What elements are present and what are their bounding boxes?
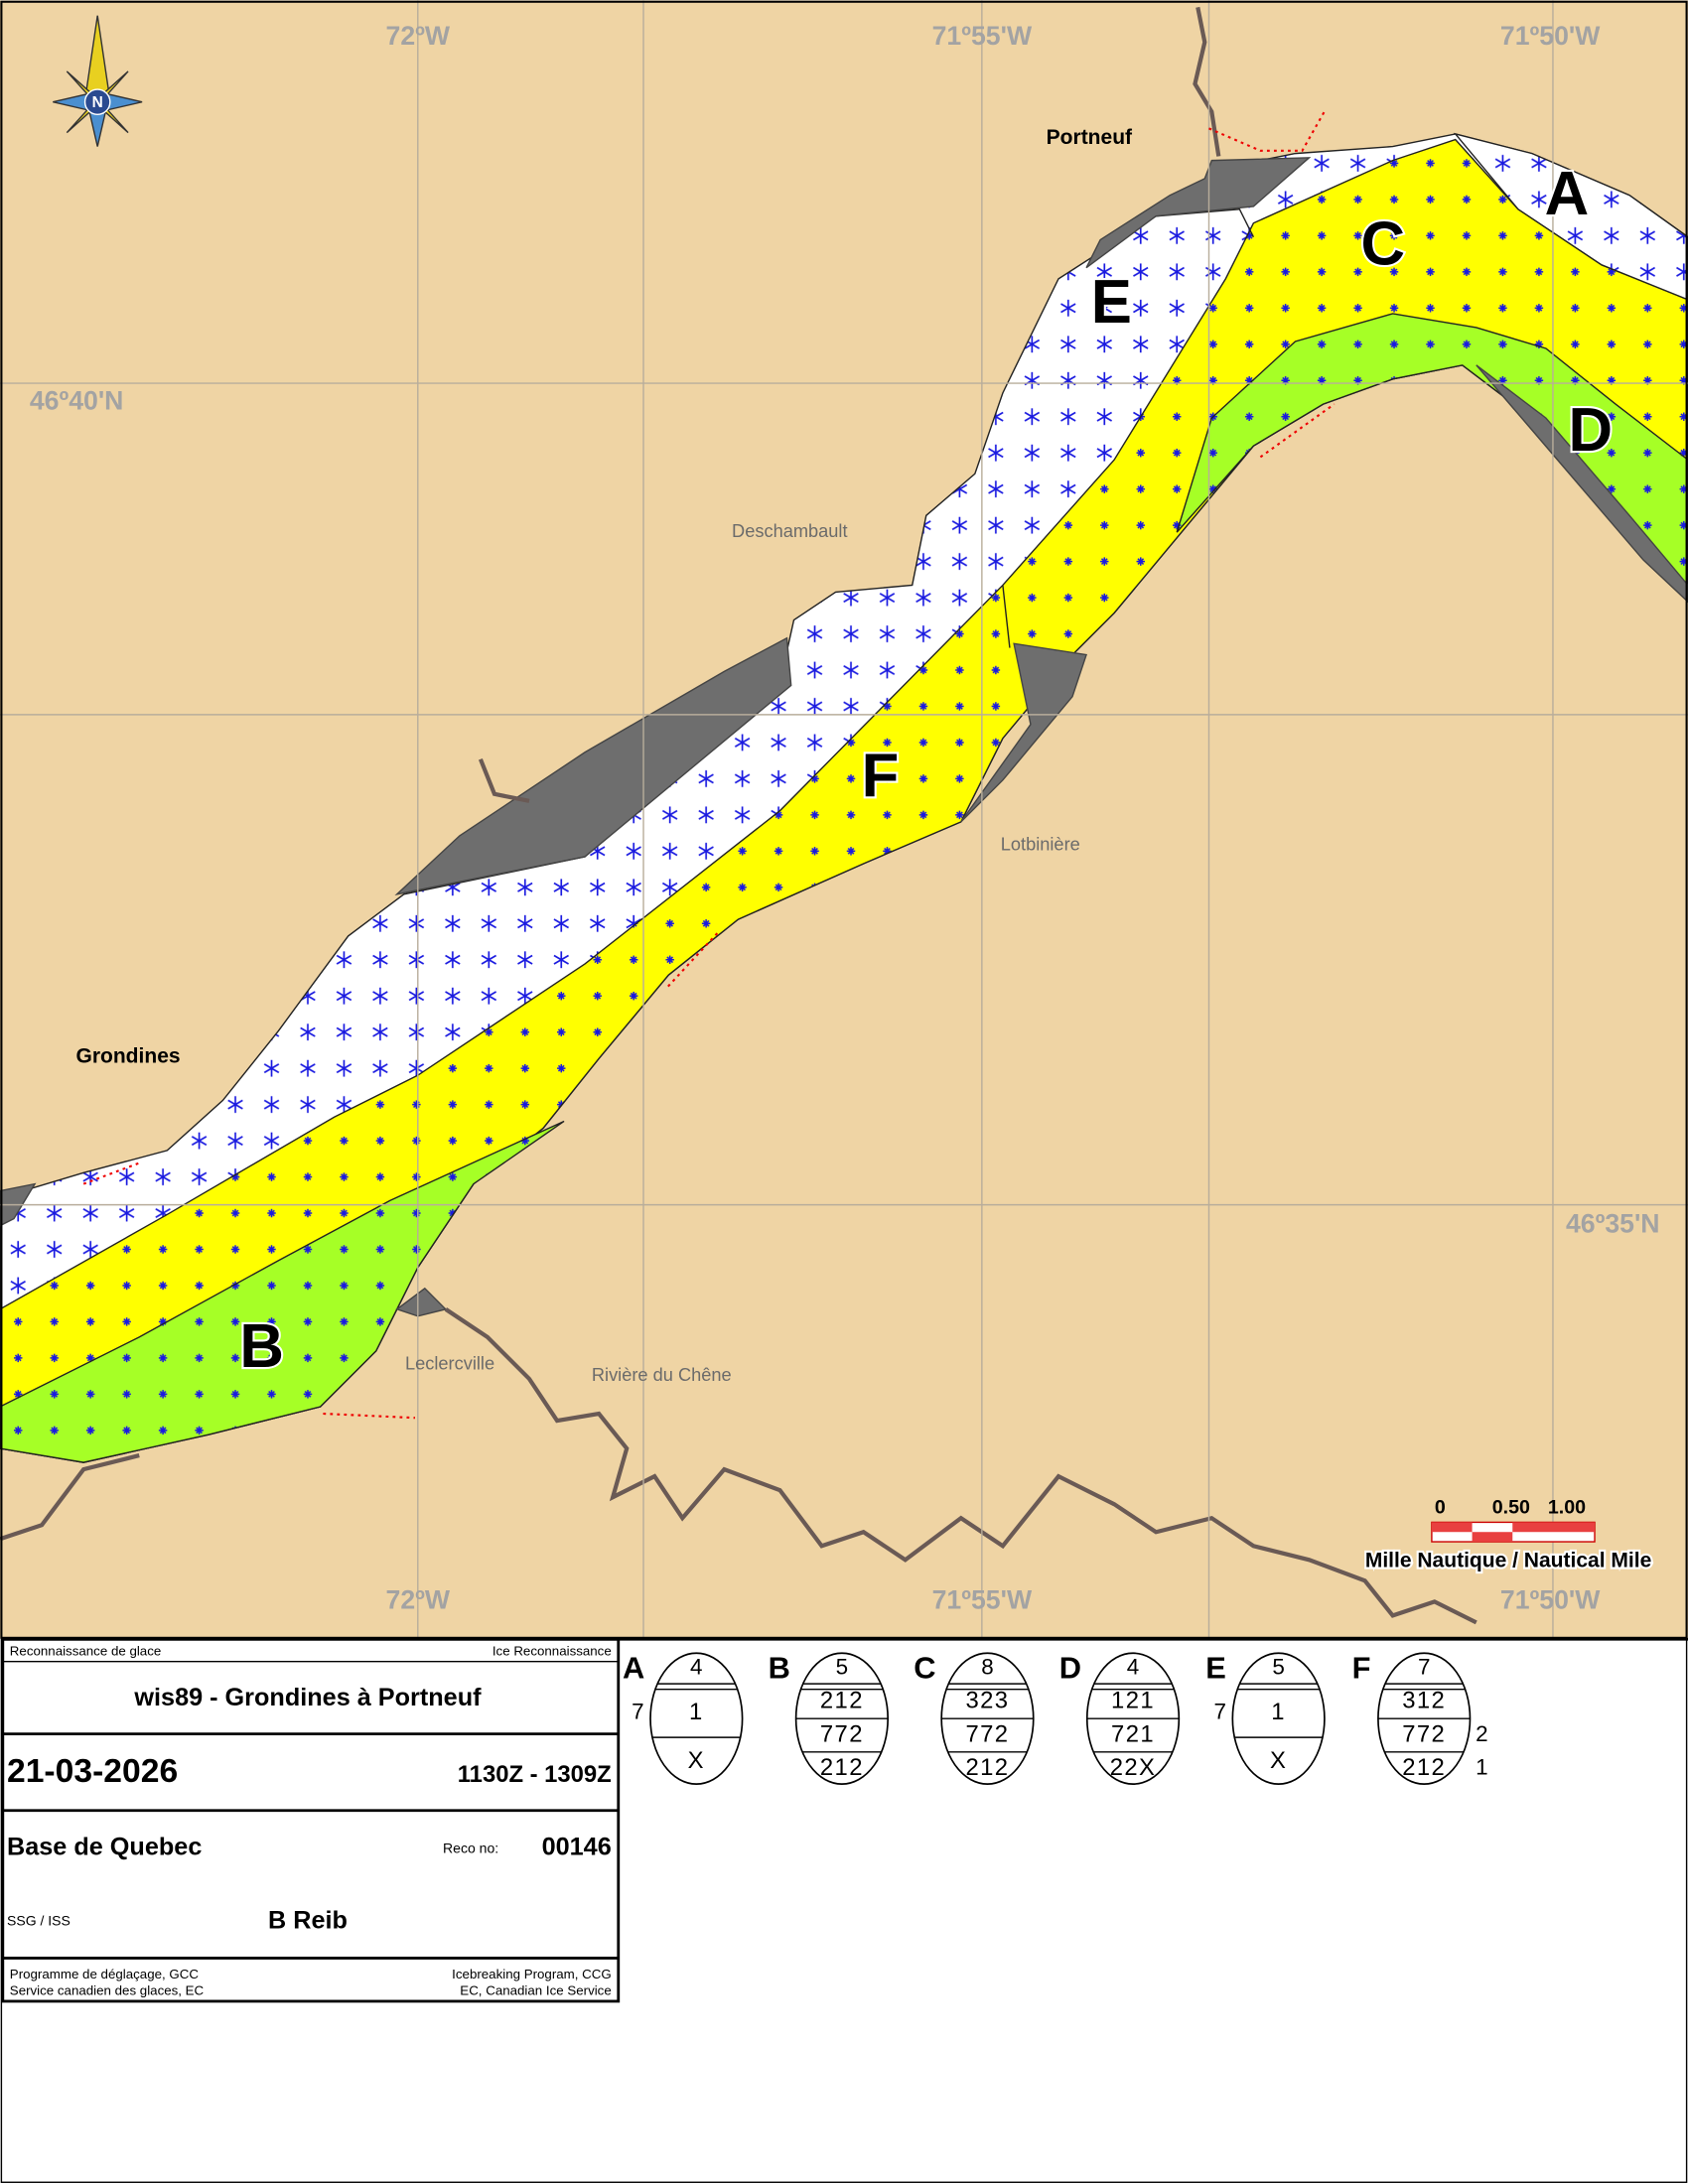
scale-bar: 0 0.50 1.00 Mille Nautique / Nautical Mi… <box>1363 1497 1654 1574</box>
footer-left: Service canadien des glaces, EC <box>10 1983 205 1998</box>
egg-zone: A <box>623 1650 644 1685</box>
footer-right: EC, Canadian Ice Service <box>460 1983 611 1998</box>
longitude-label: 71º55'W <box>932 1584 1033 1614</box>
egg-concentration: 5 <box>1272 1655 1284 1680</box>
footer-left: Programme de déglaçage, GCC <box>10 1967 200 1981</box>
ship-label: SSG / ISS <box>7 1913 70 1929</box>
egg-zone: F <box>1352 1650 1371 1685</box>
egg-row: X <box>688 1747 705 1774</box>
zone-divider <box>1002 585 1011 648</box>
longitude-label: 72ºW <box>386 1584 451 1614</box>
zone-label: F <box>862 742 900 810</box>
zone-label: B <box>239 1312 284 1381</box>
footer-right: Icebreaking Program, CCG <box>452 1967 612 1981</box>
place-label: Rivière du Chêne <box>592 1364 732 1385</box>
egg-row: 772 <box>820 1720 864 1747</box>
egg-row: 212 <box>1402 1754 1446 1781</box>
zone-label: A <box>1545 160 1590 228</box>
egg-row: X <box>1270 1747 1287 1774</box>
zone-a-area <box>1453 132 1688 301</box>
egg-row: 323 <box>965 1688 1009 1714</box>
place-label: Portneuf <box>1047 126 1133 149</box>
egg-row: 212 <box>820 1688 864 1714</box>
egg-concentration: 8 <box>981 1655 993 1680</box>
egg-row: 121 <box>1111 1688 1155 1714</box>
egg-zone: E <box>1205 1650 1226 1685</box>
graticule <box>0 0 1688 1638</box>
report-time: 1130Z - 1309Z <box>458 1761 612 1788</box>
latitude-label: 46º35'N <box>1566 1209 1660 1239</box>
longitude-label: 72ºW <box>386 21 451 51</box>
shoals <box>0 157 1688 1317</box>
rivers <box>0 6 1477 1625</box>
ferry-routes <box>82 108 1336 1420</box>
egg-outline <box>649 1652 744 1785</box>
report-title: wis89 - Grondines à Portneuf <box>133 1684 482 1711</box>
reco-number: 00146 <box>542 1833 612 1860</box>
egg-zone: C <box>914 1650 935 1685</box>
scale-label: Mille Nautique / Nautical Mile <box>1365 1549 1651 1571</box>
scale-tick: 1.00 <box>1548 1497 1586 1519</box>
egg-right: 1 <box>1476 1755 1487 1780</box>
egg-concentration: 4 <box>690 1655 702 1680</box>
compass-rose: N <box>53 15 143 147</box>
header-left: Reconnaissance de glace <box>10 1643 161 1658</box>
egg-concentration: 4 <box>1127 1655 1139 1680</box>
place-label: Deschambault <box>732 520 847 541</box>
egg-zone: D <box>1059 1650 1081 1685</box>
egg-zone: B <box>769 1650 790 1685</box>
egg-row: 312 <box>1402 1688 1446 1714</box>
zone-label: D <box>1569 396 1614 465</box>
info-box <box>0 1637 1688 2183</box>
report-date: 21-03-2026 <box>7 1753 178 1790</box>
place-label: Lotbinière <box>1001 834 1080 855</box>
place-label: Grondines <box>75 1044 180 1067</box>
scale-tick: 0 <box>1435 1497 1446 1519</box>
egg-row: 1 <box>1271 1699 1286 1725</box>
egg-concentration: 7 <box>1418 1655 1430 1680</box>
egg-row: 721 <box>1111 1720 1155 1747</box>
longitude-label: 71º50'W <box>1500 21 1601 51</box>
egg-row: 772 <box>1402 1720 1446 1747</box>
egg-row: 1 <box>689 1699 704 1725</box>
egg-concentration: 5 <box>836 1655 848 1680</box>
observer: B Reib <box>268 1907 348 1935</box>
egg-row: 772 <box>965 1720 1009 1747</box>
longitude-label: 71º55'W <box>932 21 1033 51</box>
zone-divider <box>1238 208 1255 238</box>
header-right: Ice Reconnaissance <box>492 1643 612 1658</box>
reco-label: Reco no: <box>443 1841 498 1856</box>
place-label: Leclercville <box>405 1353 494 1374</box>
egg-row: 22X <box>1110 1754 1157 1781</box>
zone-label: C <box>1361 209 1406 278</box>
egg-outline <box>1231 1652 1326 1785</box>
egg-left: 7 <box>632 1699 643 1723</box>
north-label: N <box>92 94 103 111</box>
zone-label: E <box>1091 268 1132 337</box>
map: 72ºW 71º55'W 71º50'W 72ºW 71º55'W 71º50'… <box>0 0 1688 1639</box>
scale-tick: 0.50 <box>1492 1497 1530 1519</box>
egg-left: 7 <box>1213 1699 1225 1723</box>
latitude-label: 46º40'N <box>30 386 124 416</box>
egg-right: 2 <box>1476 1721 1487 1746</box>
base: Base de Quebec <box>7 1833 202 1860</box>
longitude-label: 71º50'W <box>1500 1584 1601 1614</box>
egg-row: 212 <box>965 1754 1009 1781</box>
zone-d-area <box>1176 313 1688 601</box>
egg-row: 212 <box>820 1754 864 1781</box>
info-text: Reconnaissance de glace Ice Reconnaissan… <box>7 1643 612 1997</box>
